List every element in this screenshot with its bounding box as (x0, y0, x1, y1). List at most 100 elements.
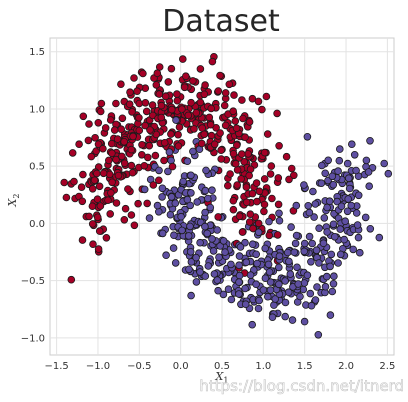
class-0-point (120, 138, 128, 146)
class-1-point (354, 233, 363, 242)
class-0-point (112, 155, 120, 164)
class-0-point (167, 130, 175, 138)
class-0-point (238, 150, 246, 158)
class-1-point (246, 271, 255, 279)
class-1-point (213, 226, 222, 234)
class-0-point (155, 90, 164, 98)
class-0-point (207, 131, 216, 140)
class-0-point (88, 220, 97, 228)
class-0-point (274, 200, 283, 209)
class-1-point (219, 237, 228, 245)
class-0-point (233, 166, 242, 174)
class-1-point (201, 222, 209, 231)
class-1-point (315, 259, 323, 267)
class-0-point (114, 171, 123, 180)
class-1-point (263, 292, 272, 301)
class-1-point (366, 137, 374, 145)
class-1-point (330, 233, 339, 241)
class-1-point (291, 239, 300, 248)
x-tick-label: 0.5 (214, 361, 230, 372)
class-0-point (142, 107, 151, 116)
class-1-point (185, 265, 193, 274)
class-1-point (354, 191, 363, 200)
class-0-point (189, 77, 197, 85)
class-1-point (311, 200, 320, 208)
class-0-point (130, 74, 138, 82)
class-0-point (160, 139, 169, 147)
class-1-point (303, 133, 312, 141)
class-0-point (260, 207, 268, 216)
class-1-point (365, 182, 374, 191)
class-0-point (60, 178, 68, 187)
class-0-point (148, 101, 157, 109)
class-1-point (349, 245, 358, 254)
class-0-point (208, 57, 217, 66)
class-0-point (120, 216, 129, 224)
x-tick-label: −1.5 (44, 361, 68, 372)
class-1-point (206, 203, 215, 212)
class-0-point (242, 183, 251, 191)
class-0-point (133, 87, 141, 95)
class-0-point (273, 231, 282, 239)
class-1-point (224, 285, 233, 294)
class-1-point (187, 189, 195, 197)
class-1-point (325, 197, 334, 206)
class-0-point (151, 151, 160, 160)
class-1-point (328, 172, 337, 181)
class-1-point (337, 202, 346, 211)
class-0-point (240, 158, 249, 166)
class-1-point (208, 235, 216, 243)
class-1-point (275, 252, 284, 261)
class-1-point (329, 279, 338, 288)
class-1-point (319, 239, 328, 248)
class-0-point (84, 136, 93, 145)
class-0-point (128, 168, 137, 177)
watermark: https://blog.csdn.net/itnerd (199, 377, 404, 395)
class-0-point (168, 105, 176, 114)
class-0-point (246, 210, 255, 219)
class-0-point (231, 117, 240, 125)
class-1-point (275, 209, 283, 218)
class-1-point (311, 296, 320, 304)
class-1-point (155, 166, 163, 175)
class-0-point (117, 125, 125, 133)
class-0-point (174, 142, 183, 150)
class-0-point (140, 162, 149, 170)
class-0-point (106, 116, 115, 124)
class-0-point (262, 92, 271, 101)
class-0-point (173, 96, 182, 105)
class-0-point (94, 140, 103, 149)
class-0-point (118, 114, 127, 123)
class-1-point (227, 260, 235, 269)
class-0-point (179, 55, 187, 63)
class-1-point (171, 259, 180, 267)
class-0-point (97, 99, 106, 108)
class-1-point (178, 226, 186, 235)
x-tick-label: 1.0 (255, 361, 271, 372)
x-tick-label: −0.5 (127, 361, 151, 372)
class-1-point (305, 208, 314, 217)
class-1-point (335, 145, 344, 153)
class-0-point (129, 132, 137, 141)
class-0-point (274, 174, 283, 182)
class-1-point (164, 167, 172, 176)
class-0-point (249, 224, 257, 233)
class-1-point (321, 169, 330, 178)
class-1-point (241, 300, 250, 309)
class-1-point (153, 201, 162, 210)
x-axis-label: X1 (215, 370, 229, 385)
class-0-point (118, 152, 126, 161)
class-1-point (336, 225, 345, 233)
class-0-point (242, 198, 251, 207)
y-tick-label: −0.5 (21, 276, 45, 287)
class-0-point (255, 187, 264, 196)
class-1-point (364, 168, 373, 176)
class-1-point (254, 304, 263, 313)
class-0-point (94, 119, 103, 127)
class-1-point (334, 259, 342, 267)
class-0-point (91, 134, 99, 142)
class-0-point (201, 81, 209, 89)
class-1-point (242, 258, 251, 267)
y-axis-label-main: X (6, 197, 19, 207)
class-1-point (201, 208, 209, 217)
